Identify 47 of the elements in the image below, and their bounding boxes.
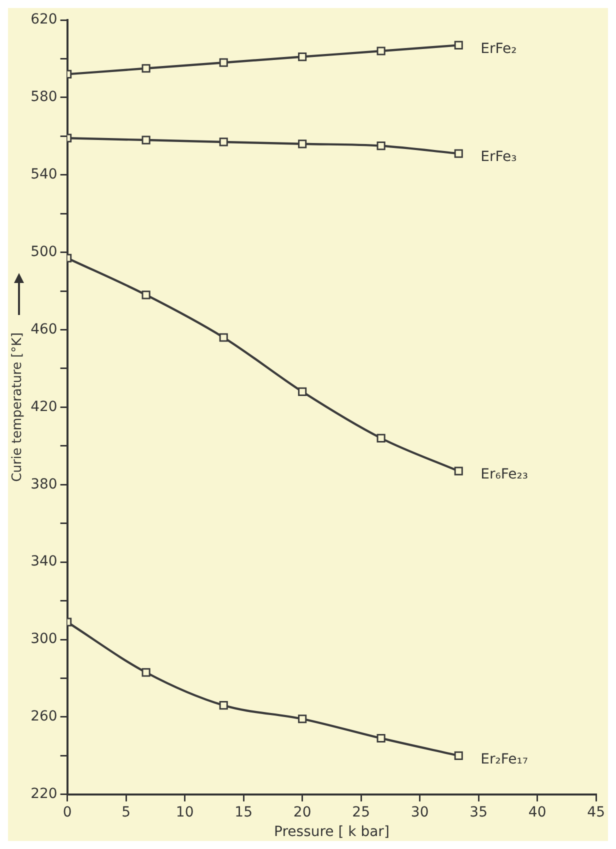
y-tick-label: 380 [30,476,58,492]
x-tick-label: 35 [470,804,488,820]
point [142,64,150,73]
point [376,734,386,743]
point [376,434,386,442]
point [454,751,463,760]
point [219,701,228,710]
y-tick-label: 500 [30,244,58,260]
series-label: Er₆Fe₂₃ [480,466,528,483]
y-axis-title: Curie temperature [°K] [10,332,26,482]
point [142,668,150,677]
x-tick-label: 15 [234,804,252,820]
point [298,714,307,724]
point [219,333,228,342]
point [298,387,307,396]
y-tick-label: 260 [30,708,58,725]
point [142,290,150,300]
point [454,40,463,50]
series-label: ErFe₃ [480,149,517,166]
y-tick-label: 580 [30,89,58,106]
point [142,136,150,144]
series-label: Er₂Fe₁₇ [480,751,528,768]
point [454,149,463,158]
x-axis-title: Pressure [ k bar] [274,824,390,840]
x-tick-label: 45 [587,804,606,820]
x-tick-label: 20 [293,804,312,820]
point [376,142,386,150]
x-tick-label: 25 [352,804,370,820]
y-tick-label: 460 [30,321,58,338]
point [219,138,228,146]
point [298,52,307,62]
x-tick-label: 10 [176,804,194,820]
x-tick-label: 40 [528,804,546,820]
point [219,58,228,67]
y-tick-label: 420 [30,398,58,415]
point [376,46,386,56]
y-tick-label: 220 [30,786,58,802]
y-tick-label: 540 [30,166,58,183]
x-tick-label: 0 [62,804,72,820]
y-tick-label: 300 [30,631,58,648]
series-label: ErFe₂ [480,40,517,57]
y-tick-label: 340 [30,554,58,570]
point [454,466,463,476]
point [298,140,307,148]
x-tick-label: 30 [410,804,429,820]
x-tick-label: 5 [122,804,131,820]
y-tick-label: 620 [30,12,58,28]
